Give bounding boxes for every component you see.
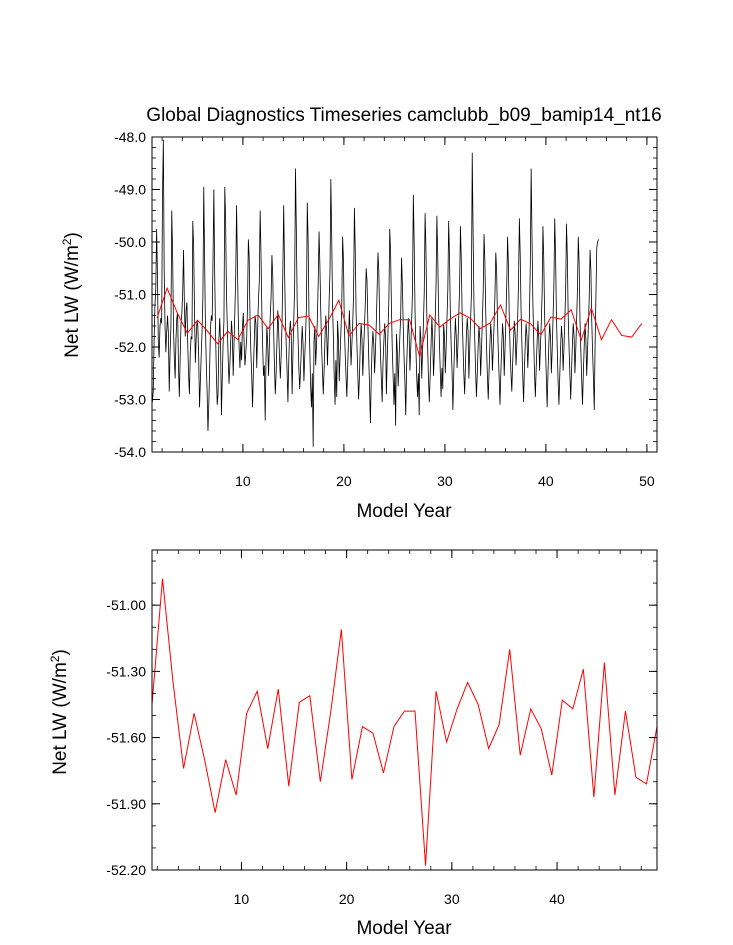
- top-plot-area: -54.0 -53.0 -52.0 -51.0 -50.0 -49.0 -48.0 10 20 3…: [114, 129, 657, 489]
- top-x-tick-label: 30: [437, 473, 453, 489]
- top-y-axis-label: Net LW (W/m2): [60, 232, 83, 358]
- bottom-y-tick-label: -51.30: [106, 663, 146, 679]
- bottom-x-tick-label: 40: [549, 891, 565, 907]
- top-y-tick-label: -53.0: [114, 392, 146, 408]
- top-y-tick-label: -50.0: [114, 234, 146, 250]
- top-y-tick-label: -49.0: [114, 182, 146, 198]
- bottom-y-axis-label-superscript: 2: [48, 655, 62, 662]
- bottom-y-axis-label: Net LW (W/m2): [48, 649, 71, 775]
- bottom-x-tick-label: 20: [339, 891, 355, 907]
- bottom-series-annual-mean-line: [152, 578, 657, 866]
- top-panel: -54.0 -53.0 -52.0 -51.0 -50.0 -49.0 -48.0 10 20 3…: [60, 129, 658, 522]
- top-x-tick-label: 50: [639, 473, 655, 489]
- figure-title: Global Diagnostics Timeseries camclubb_b…: [146, 105, 661, 126]
- bottom-y-axis-label-close: ): [50, 649, 71, 655]
- top-x-axis-label: Model Year: [356, 501, 452, 522]
- top-y-tick-label: -48.0: [114, 129, 146, 145]
- top-series-monthly-line: [152, 139, 599, 447]
- bottom-plot-area: -52.20 -51.90 -51.60 -51.30 -51.00 10 20 30 40: [106, 550, 657, 907]
- top-x-tick-label: 10: [235, 473, 251, 489]
- top-plot-frame: [151, 136, 658, 453]
- top-y-tick-label: -52.0: [114, 339, 146, 355]
- top-x-tick-label: 20: [336, 473, 352, 489]
- bottom-plot-frame: [151, 549, 658, 871]
- top-y-axis-label-close: ): [62, 232, 83, 238]
- bottom-x-tick-label: 10: [234, 891, 250, 907]
- bottom-y-axis-label-text: Net LW (W/m: [50, 662, 71, 775]
- top-y-tick-label: -54.0: [114, 444, 146, 460]
- top-series-annual-mean-line: [156, 286, 643, 359]
- bottom-y-tick-label: -52.20: [106, 862, 146, 878]
- top-y-axis-label-text: Net LW (W/m: [62, 245, 83, 358]
- bottom-x-axis-label: Model Year: [356, 918, 452, 939]
- top-x-tick-label: 40: [538, 473, 554, 489]
- bottom-x-tick-label: 30: [444, 891, 460, 907]
- bottom-y-tick-label: -51.90: [106, 796, 146, 812]
- bottom-y-tick-label: -51.60: [106, 730, 146, 746]
- bottom-y-tick-label: -51.00: [106, 597, 146, 613]
- bottom-panel: -52.20 -51.90 -51.60 -51.30 -51.00 10 20 30 40 M…: [48, 549, 658, 939]
- top-y-tick-label: -51.0: [114, 287, 146, 303]
- top-y-axis-label-superscript: 2: [60, 238, 74, 245]
